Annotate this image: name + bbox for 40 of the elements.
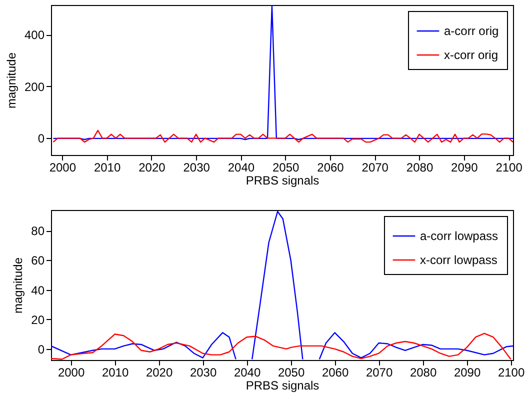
y-tick-label: 200 [24,80,45,94]
legend-label: a-corr lowpass [420,229,498,243]
y-tick-label: 40 [31,283,45,298]
x-tick-label: 2080 [410,366,437,380]
x-tick-label: 2090 [454,366,481,380]
y-tick-label: 0 [38,342,45,356]
x-tick-label: 2080 [406,160,434,174]
x-tick-label: 2020 [146,366,173,380]
y-tick-label: 60 [31,254,45,268]
x-tick-label: 2100 [496,160,523,174]
x-axis-title: PRBS signals [246,378,320,392]
x-tick-label: 2030 [183,160,210,174]
y-axis-title: magnitude [4,52,18,109]
x-tick-label: 2050 [272,160,300,174]
x-axis-title: PRBS signals [246,174,320,188]
x-tick-label: 2060 [322,366,349,380]
y-tick-label: 20 [31,312,45,327]
legend-label: x-corr lowpass [420,253,498,267]
x-tick-label: 2070 [362,160,389,174]
x-tick-label: 2000 [58,366,85,380]
y-axis-title: magnitude [11,257,26,314]
x-tick-label: 2000 [49,160,76,174]
y-tick-label: 80 [31,224,45,238]
x-tick-label: 2010 [94,160,121,174]
y-tick-label: 400 [24,28,45,42]
x-tick-label: 2010 [102,366,129,380]
x-tick-label: 2050 [278,366,305,380]
line-series [52,130,513,143]
x-tick-label: 2100 [498,366,525,380]
x-tick-label: 2020 [138,160,166,174]
legend-label: x-corr orig [444,48,498,62]
x-tick-label: 2060 [317,160,344,174]
x-tick-label: 2030 [190,366,217,380]
y-tick-label: 0 [38,132,45,146]
line-series [51,332,512,360]
x-tick-label: 2040 [234,366,261,380]
x-tick-label: 2070 [366,366,393,380]
legend-label: a-corr orig [444,24,499,38]
x-tick-label: 2090 [451,160,478,174]
x-tick-label: 2040 [228,160,255,174]
